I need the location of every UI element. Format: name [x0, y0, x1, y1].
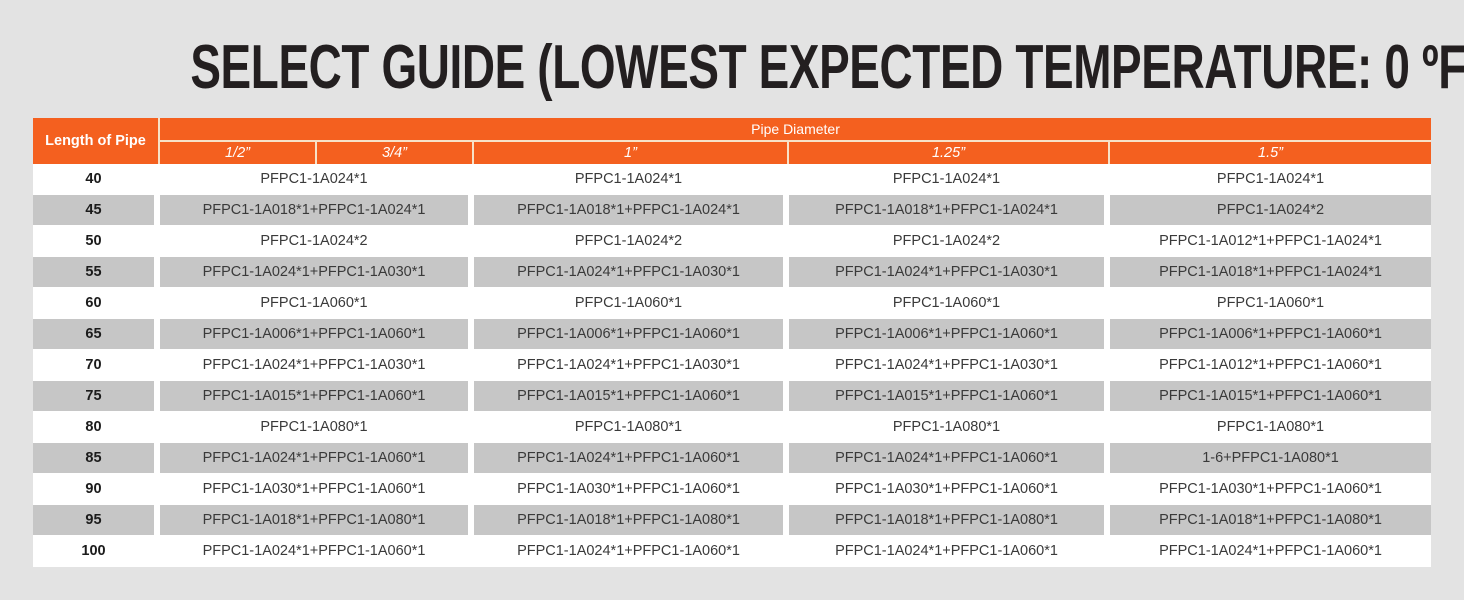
- cell-diameter-one: PFPC1-1A024*1: [474, 164, 789, 195]
- header-row-diameters: 1/2” 3/4” 1” 1.25” 1.5”: [33, 142, 1432, 164]
- cell-diameter-half-and-three-quarter: PFPC1-1A024*1+PFPC1-1A060*1: [160, 536, 474, 567]
- cell-diameter-half-and-three-quarter: PFPC1-1A024*1+PFPC1-1A030*1: [160, 350, 474, 381]
- page-title: SELECT GUIDE (LOWEST EXPECTED TEMPERATUR…: [190, 33, 1464, 102]
- cell-diameter-one-twentyfive: PFPC1-1A080*1: [789, 412, 1110, 443]
- cell-diameter-one: PFPC1-1A024*1+PFPC1-1A030*1: [474, 350, 789, 381]
- column-header-diameter-one-five: 1.5”: [1110, 142, 1432, 164]
- table-row: 60 PFPC1-1A060*1 PFPC1-1A060*1 PFPC1-1A060*…: [33, 288, 1432, 319]
- cell-length-of-pipe: 85: [33, 443, 160, 474]
- cell-diameter-one-five: PFPC1-1A080*1: [1110, 412, 1432, 443]
- cell-diameter-half-and-three-quarter: PFPC1-1A024*1: [160, 164, 474, 195]
- cell-diameter-one-five: PFPC1-1A060*1: [1110, 288, 1432, 319]
- cell-diameter-one: PFPC1-1A018*1+PFPC1-1A024*1: [474, 195, 789, 226]
- cell-diameter-one-twentyfive: PFPC1-1A024*1+PFPC1-1A060*1: [789, 536, 1110, 567]
- cell-diameter-one-five: PFPC1-1A030*1+PFPC1-1A060*1: [1110, 474, 1432, 505]
- cell-length-of-pipe: 55: [33, 257, 160, 288]
- cell-length-of-pipe: 65: [33, 319, 160, 350]
- cell-diameter-one-five: PFPC1-1A024*1+PFPC1-1A060*1: [1110, 536, 1432, 567]
- column-header-diameter-one-twentyfive: 1.25”: [789, 142, 1110, 164]
- cell-diameter-one-five: PFPC1-1A006*1+PFPC1-1A060*1: [1110, 319, 1432, 350]
- table-header: Length of Pipe Pipe Diameter 1/2” 3/4” 1…: [33, 118, 1432, 164]
- table-row: 40 PFPC1-1A024*1 PFPC1-1A024*1 PFPC1-1A024*…: [33, 164, 1432, 195]
- column-header-length-of-pipe: Length of Pipe: [33, 118, 160, 164]
- table-row: 75 PFPC1-1A015*1+PFPC1-1A060*1 PFPC1-1A015…: [33, 381, 1432, 412]
- cell-diameter-half-and-three-quarter: PFPC1-1A018*1+PFPC1-1A080*1: [160, 505, 474, 536]
- cell-diameter-one-twentyfive: PFPC1-1A006*1+PFPC1-1A060*1: [789, 319, 1110, 350]
- table-body: 40 PFPC1-1A024*1 PFPC1-1A024*1 PFPC1-1A024*…: [33, 164, 1432, 567]
- cell-diameter-one-twentyfive: PFPC1-1A024*1+PFPC1-1A030*1: [789, 350, 1110, 381]
- cell-diameter-one: PFPC1-1A024*2: [474, 226, 789, 257]
- cell-diameter-half-and-three-quarter: PFPC1-1A018*1+PFPC1-1A024*1: [160, 195, 474, 226]
- table-row: 45 PFPC1-1A018*1+PFPC1-1A024*1 PFPC1-1A018…: [33, 195, 1432, 226]
- table-row: 65 PFPC1-1A006*1+PFPC1-1A060*1 PFPC1-1A006…: [33, 319, 1432, 350]
- cell-diameter-one-five: PFPC1-1A024*2: [1110, 195, 1432, 226]
- cell-diameter-one: PFPC1-1A030*1+PFPC1-1A060*1: [474, 474, 789, 505]
- cell-diameter-one-twentyfive: PFPC1-1A018*1+PFPC1-1A024*1: [789, 195, 1110, 226]
- cell-length-of-pipe: 45: [33, 195, 160, 226]
- table-row: 50 PFPC1-1A024*2 PFPC1-1A024*2 PFPC1-1A024*…: [33, 226, 1432, 257]
- cell-diameter-one-twentyfive: PFPC1-1A024*1+PFPC1-1A030*1: [789, 257, 1110, 288]
- guide-table-container: Length of Pipe Pipe Diameter 1/2” 3/4” 1…: [33, 118, 1432, 567]
- column-header-diameter-three-quarter: 3/4”: [317, 142, 474, 164]
- table-row: 85 PFPC1-1A024*1+PFPC1-1A060*1 PFPC1-1A024…: [33, 443, 1432, 474]
- table-row: 80 PFPC1-1A080*1 PFPC1-1A080*1 PFPC1-1A080*…: [33, 412, 1432, 443]
- cell-diameter-one: PFPC1-1A018*1+PFPC1-1A080*1: [474, 505, 789, 536]
- cell-length-of-pipe: 70: [33, 350, 160, 381]
- cell-length-of-pipe: 90: [33, 474, 160, 505]
- cell-diameter-one-twentyfive: PFPC1-1A018*1+PFPC1-1A080*1: [789, 505, 1110, 536]
- cell-length-of-pipe: 80: [33, 412, 160, 443]
- cell-length-of-pipe: 100: [33, 536, 160, 567]
- table-row: 90 PFPC1-1A030*1+PFPC1-1A060*1 PFPC1-1A030…: [33, 474, 1432, 505]
- table-row: 70 PFPC1-1A024*1+PFPC1-1A030*1 PFPC1-1A024…: [33, 350, 1432, 381]
- column-header-pipe-diameter: Pipe Diameter: [160, 118, 1432, 142]
- cell-diameter-one-five: 1-6+PFPC1-1A080*1: [1110, 443, 1432, 474]
- column-header-diameter-one: 1”: [474, 142, 789, 164]
- table-row: 55 PFPC1-1A024*1+PFPC1-1A030*1 PFPC1-1A024…: [33, 257, 1432, 288]
- column-header-diameter-half: 1/2”: [160, 142, 317, 164]
- cell-diameter-one-twentyfive: PFPC1-1A030*1+PFPC1-1A060*1: [789, 474, 1110, 505]
- select-guide-table: Length of Pipe Pipe Diameter 1/2” 3/4” 1…: [33, 118, 1432, 567]
- cell-diameter-one-twentyfive: PFPC1-1A024*1: [789, 164, 1110, 195]
- cell-diameter-one: PFPC1-1A024*1+PFPC1-1A060*1: [474, 536, 789, 567]
- cell-diameter-one: PFPC1-1A015*1+PFPC1-1A060*1: [474, 381, 789, 412]
- cell-diameter-one-five: PFPC1-1A012*1+PFPC1-1A060*1: [1110, 350, 1432, 381]
- cell-length-of-pipe: 50: [33, 226, 160, 257]
- cell-length-of-pipe: 60: [33, 288, 160, 319]
- cell-diameter-half-and-three-quarter: PFPC1-1A024*1+PFPC1-1A030*1: [160, 257, 474, 288]
- cell-diameter-one-twentyfive: PFPC1-1A024*2: [789, 226, 1110, 257]
- cell-diameter-half-and-three-quarter: PFPC1-1A024*2: [160, 226, 474, 257]
- cell-diameter-one-five: PFPC1-1A012*1+PFPC1-1A024*1: [1110, 226, 1432, 257]
- table-row: 100 PFPC1-1A024*1+PFPC1-1A060*1 PFPC1-1A02…: [33, 536, 1432, 567]
- cell-diameter-half-and-three-quarter: PFPC1-1A006*1+PFPC1-1A060*1: [160, 319, 474, 350]
- table-row: 95 PFPC1-1A018*1+PFPC1-1A080*1 PFPC1-1A018…: [33, 505, 1432, 536]
- cell-diameter-one-twentyfive: PFPC1-1A024*1+PFPC1-1A060*1: [789, 443, 1110, 474]
- cell-diameter-half-and-three-quarter: PFPC1-1A080*1: [160, 412, 474, 443]
- cell-length-of-pipe: 40: [33, 164, 160, 195]
- cell-diameter-one-five: PFPC1-1A015*1+PFPC1-1A060*1: [1110, 381, 1432, 412]
- cell-diameter-one-five: PFPC1-1A024*1: [1110, 164, 1432, 195]
- cell-diameter-one: PFPC1-1A024*1+PFPC1-1A060*1: [474, 443, 789, 474]
- cell-diameter-half-and-three-quarter: PFPC1-1A060*1: [160, 288, 474, 319]
- cell-diameter-one-twentyfive: PFPC1-1A060*1: [789, 288, 1110, 319]
- cell-length-of-pipe: 95: [33, 505, 160, 536]
- cell-length-of-pipe: 75: [33, 381, 160, 412]
- cell-diameter-one-five: PFPC1-1A018*1+PFPC1-1A024*1: [1110, 257, 1432, 288]
- cell-diameter-half-and-three-quarter: PFPC1-1A030*1+PFPC1-1A060*1: [160, 474, 474, 505]
- cell-diameter-half-and-three-quarter: PFPC1-1A024*1+PFPC1-1A060*1: [160, 443, 474, 474]
- cell-diameter-one: PFPC1-1A060*1: [474, 288, 789, 319]
- cell-diameter-half-and-three-quarter: PFPC1-1A015*1+PFPC1-1A060*1: [160, 381, 474, 412]
- cell-diameter-one-five: PFPC1-1A018*1+PFPC1-1A080*1: [1110, 505, 1432, 536]
- cell-diameter-one-twentyfive: PFPC1-1A015*1+PFPC1-1A060*1: [789, 381, 1110, 412]
- cell-diameter-one: PFPC1-1A024*1+PFPC1-1A030*1: [474, 257, 789, 288]
- header-row-group: Length of Pipe Pipe Diameter: [33, 118, 1432, 164]
- cell-diameter-one: PFPC1-1A080*1: [474, 412, 789, 443]
- cell-diameter-one: PFPC1-1A006*1+PFPC1-1A060*1: [474, 319, 789, 350]
